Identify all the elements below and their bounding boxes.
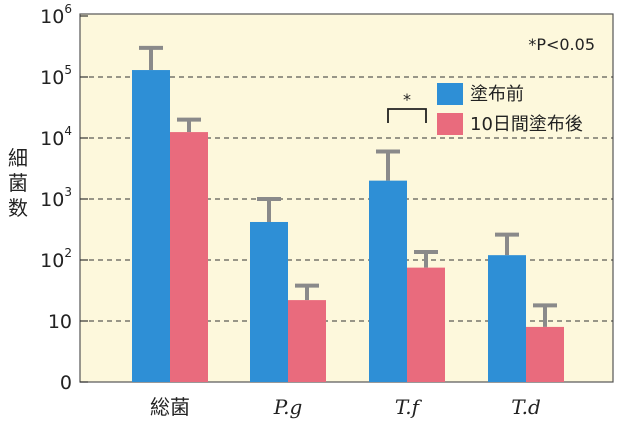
bar [250, 221, 288, 382]
y-tick-label: 0 [60, 372, 72, 394]
y-tick-label: 102 [40, 246, 72, 272]
y-axis-label: 細菌数 [8, 146, 28, 220]
y-tick-label: 104 [40, 124, 72, 150]
bar [132, 70, 170, 383]
legend: 塗布前 10日間塗布後 [437, 83, 583, 135]
error-bars [139, 45, 557, 327]
legend-label-after: 10日間塗布後 [470, 113, 583, 135]
category-label: 総菌 [150, 395, 190, 419]
legend-swatch-after [437, 113, 463, 135]
category-label: P.g [273, 395, 303, 419]
y-tick-label: 105 [40, 63, 72, 89]
x-categories: 総菌 P.g T.f T.d [150, 395, 541, 419]
significance-bracket-line [387, 108, 427, 123]
significance-note: *P<0.05 [528, 35, 595, 54]
category-label: T.f [395, 395, 423, 419]
significance-star: * [403, 90, 411, 109]
bar [526, 326, 564, 382]
legend-label-before: 塗布前 [470, 83, 524, 105]
bars [132, 70, 564, 383]
bar [407, 267, 445, 382]
y-tick-label: 10 [48, 311, 72, 333]
legend-swatch-before [437, 83, 463, 105]
bar [170, 132, 208, 382]
category-label: T.d [511, 395, 541, 419]
bar [369, 180, 407, 382]
y-tick-label: 106 [40, 2, 72, 28]
bar [488, 255, 526, 382]
y-ticks: 0 10 102 103 104 105 106 [40, 2, 88, 394]
bar [288, 300, 326, 382]
y-tick-label: 103 [40, 185, 72, 211]
significance-bracket: * [387, 90, 427, 123]
